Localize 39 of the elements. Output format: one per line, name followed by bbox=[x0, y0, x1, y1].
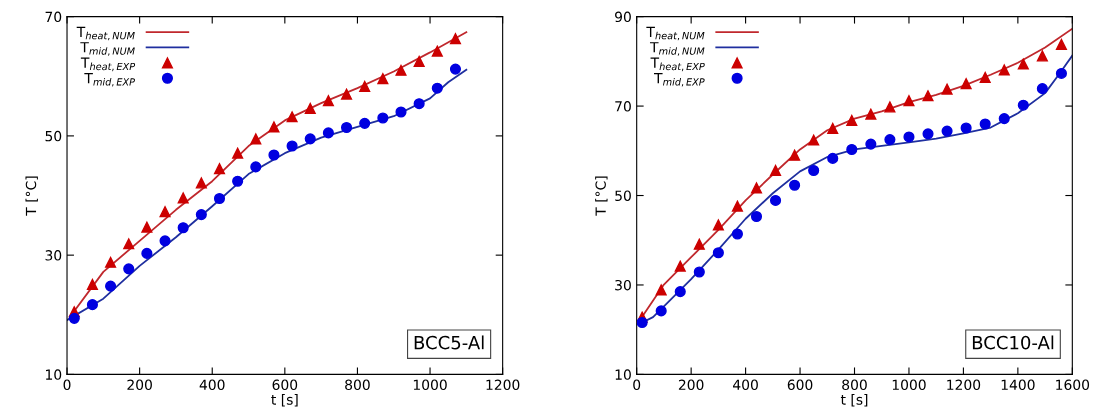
x-tick-label: 400 bbox=[733, 379, 758, 391]
legend-label: T$_{mid,NUM}$ bbox=[649, 42, 705, 56]
legend-label: T$_{heat,NUM}$ bbox=[646, 26, 705, 41]
y-tick-label: 10 bbox=[615, 369, 631, 380]
annotation: BCC10-Al bbox=[972, 335, 1054, 350]
y-tick-label: 10 bbox=[46, 369, 62, 380]
x-tick-label: 1200 bbox=[486, 379, 520, 391]
legend-label: T$_{mid,EXP}$ bbox=[654, 73, 705, 87]
y-axis-title: T [°C] bbox=[25, 176, 38, 216]
y-tick-label: 90 bbox=[615, 11, 631, 23]
x-axis-title: t [s] bbox=[271, 394, 298, 407]
y-tick-label: 30 bbox=[615, 279, 631, 291]
x-tick-label: 1400 bbox=[1001, 379, 1035, 391]
y-tick-label: 50 bbox=[615, 190, 631, 201]
x-tick-label: 1200 bbox=[947, 379, 981, 391]
x-tick-label: 1600 bbox=[1056, 379, 1090, 391]
y-tick-label: 30 bbox=[45, 250, 62, 261]
legend-label: T$_{mid,EXP}$ bbox=[84, 73, 135, 87]
x-tick-label: 1000 bbox=[892, 379, 926, 391]
x-tick-label: 600 bbox=[272, 379, 298, 391]
annotation: BCC5-Al bbox=[414, 335, 484, 350]
y-tick-label: 70 bbox=[45, 11, 62, 23]
x-axis-title: t [s] bbox=[840, 394, 868, 407]
x-tick-label: 200 bbox=[127, 379, 152, 391]
x-tick-label: 400 bbox=[199, 379, 225, 391]
y-tick-label: 50 bbox=[45, 130, 62, 142]
x-tick-label: 0 bbox=[633, 379, 641, 391]
x-tick-label: 800 bbox=[842, 379, 867, 391]
y-tick-label: 70 bbox=[615, 101, 631, 112]
y-axis-title: T [°C] bbox=[595, 176, 608, 216]
legend-label: T$_{heat,EXP}$ bbox=[650, 57, 705, 72]
x-tick-label: 200 bbox=[678, 379, 704, 391]
legend-label: T$_{mid,NUM}$ bbox=[80, 42, 135, 56]
legend-label: T$_{heat,EXP}$ bbox=[80, 57, 136, 72]
x-tick-label: 1000 bbox=[413, 379, 447, 391]
x-tick-label: 600 bbox=[787, 379, 813, 391]
x-tick-label: 800 bbox=[345, 379, 370, 391]
legend-label: T$_{heat,NUM}$ bbox=[76, 26, 135, 41]
x-tick-label: 0 bbox=[63, 379, 71, 391]
